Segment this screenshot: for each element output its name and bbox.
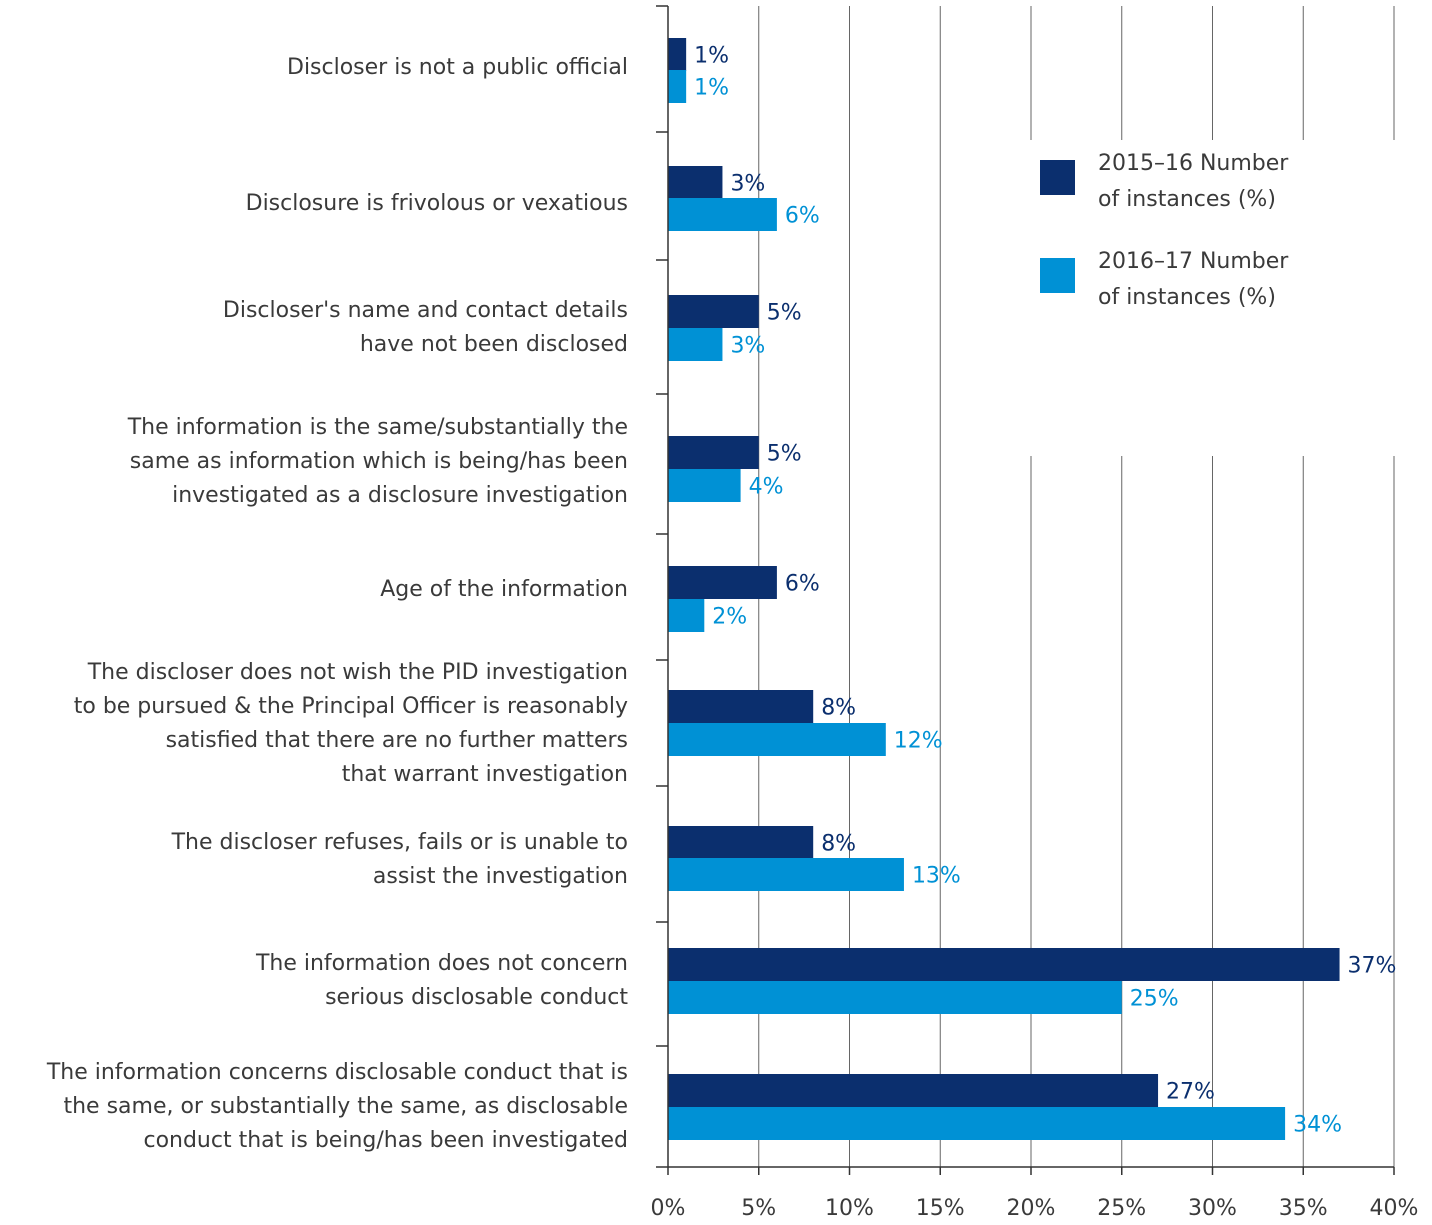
bar (668, 690, 814, 723)
bar (668, 1074, 1159, 1107)
category-label: The discloser does not wish the PID inve… (87, 660, 628, 685)
bar (668, 436, 759, 469)
data-label: 6% (785, 572, 820, 597)
data-label: 37% (1348, 954, 1397, 979)
x-tick-label: 5% (741, 1196, 776, 1221)
data-label: 1% (694, 44, 729, 69)
category-label: assist the investigation (373, 864, 628, 889)
category-label: The information does not concern (255, 951, 628, 976)
bar (668, 166, 723, 199)
category-label: The information concerns disclosable con… (46, 1060, 628, 1085)
data-label: 8% (821, 832, 856, 857)
x-tick-label: 10% (825, 1196, 874, 1221)
x-tick-label: 20% (1007, 1196, 1056, 1221)
bar (668, 723, 886, 756)
x-tick-label: 25% (1097, 1196, 1146, 1221)
x-tick-label: 0% (651, 1196, 686, 1221)
bars (668, 38, 1340, 1140)
bar (668, 198, 777, 231)
data-label: 34% (1293, 1113, 1342, 1138)
value-labels: 1%3%5%5%6%8%8%37%27%1%6%3%4%2%12%13%25%3… (694, 44, 1396, 1138)
legend-swatch (1040, 258, 1075, 293)
gridlines (758, 6, 1395, 1167)
x-tick-label: 40% (1370, 1196, 1419, 1221)
bar (668, 469, 741, 502)
bar (668, 981, 1122, 1014)
category-label: The information is the same/substantiall… (127, 415, 628, 440)
category-label: The discloser refuses, fails or is unabl… (171, 830, 628, 855)
axes (656, 5, 1395, 1175)
bar (668, 599, 705, 632)
x-tick-label: 15% (916, 1196, 965, 1221)
data-label: 4% (749, 475, 784, 500)
bar (668, 948, 1340, 981)
legend-label: 2016–17 Number (1098, 249, 1289, 274)
bar (668, 566, 777, 599)
x-tick-label: 35% (1279, 1196, 1328, 1221)
category-label: Discloser is not a public official (287, 55, 628, 80)
data-label: 27% (1166, 1080, 1215, 1105)
legend-label: of instances (%) (1098, 285, 1276, 310)
category-label: investigated as a disclosure investigati… (172, 483, 628, 508)
bar (668, 295, 759, 328)
x-tick-labels: 0% 5% 10% 15% 20% 25% 30% 35% 40% (651, 1196, 1419, 1221)
legend: 2015–16 Number of instances (%) 2016–17 Nu… (1040, 151, 1289, 310)
category-label: to be pursued & the Principal Officer is… (74, 694, 628, 719)
legend-swatch (1040, 160, 1075, 195)
category-label: conduct that is being/has been investiga… (143, 1128, 628, 1153)
bar (668, 1107, 1286, 1140)
category-label: Age of the information (380, 577, 628, 602)
data-label: 3% (730, 172, 765, 197)
data-label: 3% (730, 334, 765, 359)
category-label: Disclosure is frivolous or vexatious (246, 191, 628, 216)
data-label: 5% (767, 442, 802, 467)
bar (668, 38, 687, 71)
category-label: satisfied that there are no further matt… (166, 728, 628, 753)
bar (668, 826, 814, 859)
bar (668, 70, 687, 103)
data-label: 25% (1130, 987, 1179, 1012)
legend-label: of instances (%) (1098, 187, 1276, 212)
category-label: the same, or substantially the same, as … (63, 1094, 628, 1119)
data-label: 2% (712, 605, 747, 630)
category-label: same as information which is being/has b… (130, 449, 628, 474)
data-label: 6% (785, 204, 820, 229)
category-labels: Discloser is not a public official Disclo… (46, 55, 629, 1153)
category-label: serious disclosable conduct (325, 985, 628, 1010)
data-label: 1% (694, 76, 729, 101)
bar (668, 858, 904, 891)
x-tick-label: 30% (1188, 1196, 1237, 1221)
category-label: that warrant investigation (342, 762, 628, 787)
data-label: 8% (821, 696, 856, 721)
category-label: Discloser's name and contact details (223, 298, 628, 323)
data-label: 13% (912, 864, 961, 889)
data-label: 12% (894, 729, 943, 754)
bar (668, 328, 723, 361)
category-label: have not been disclosed (360, 332, 628, 357)
legend-label: 2015–16 Number (1098, 151, 1289, 176)
data-label: 5% (767, 301, 802, 326)
